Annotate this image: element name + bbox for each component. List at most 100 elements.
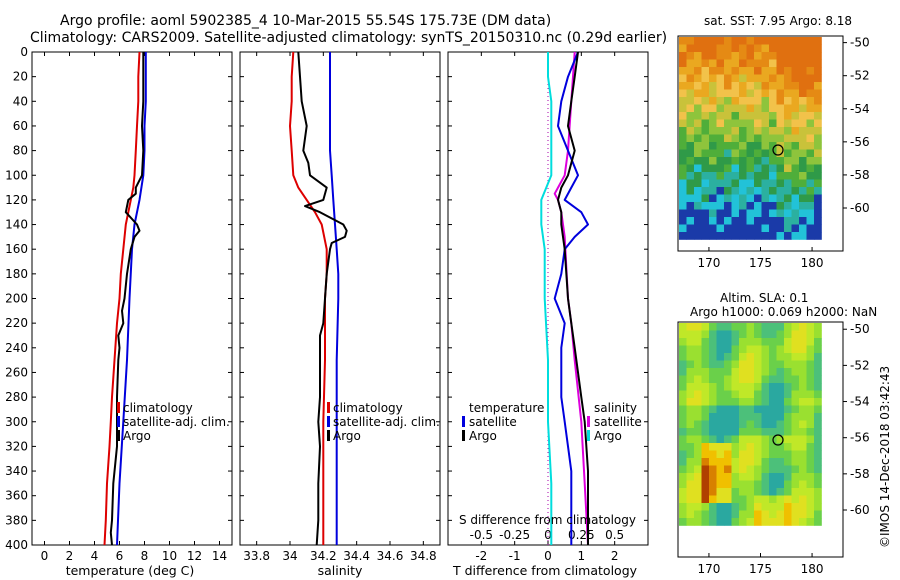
x-tick-label: -1 bbox=[509, 549, 521, 563]
sla-cell bbox=[724, 473, 732, 481]
sla-cell bbox=[739, 345, 747, 354]
sla-cell bbox=[754, 420, 762, 429]
sla-cell bbox=[776, 375, 785, 384]
sst-cell bbox=[739, 134, 747, 143]
sla-cell bbox=[724, 323, 732, 331]
sst-cell bbox=[754, 149, 762, 158]
sst-cell bbox=[679, 179, 687, 188]
sst-cell bbox=[754, 194, 762, 203]
sla-cell bbox=[806, 458, 815, 466]
sst-cell bbox=[739, 67, 747, 75]
sla-cell bbox=[784, 405, 792, 414]
sst-cell bbox=[731, 232, 740, 240]
sst-cell bbox=[799, 67, 807, 75]
sla-cell bbox=[709, 473, 717, 481]
sst-cell bbox=[731, 67, 740, 75]
sla-cell bbox=[806, 510, 815, 519]
sst-cell bbox=[724, 224, 732, 233]
sst-cell bbox=[686, 37, 695, 45]
sla-cell bbox=[746, 353, 755, 361]
sst-cell bbox=[814, 112, 822, 120]
sla-cell bbox=[701, 413, 710, 421]
sst-cell bbox=[806, 89, 815, 98]
sla-cell bbox=[724, 398, 732, 406]
sst-cell bbox=[791, 97, 800, 105]
sla-cell bbox=[709, 503, 717, 511]
sla-cell bbox=[814, 353, 822, 361]
sst-cell bbox=[679, 149, 687, 158]
sla-cell bbox=[754, 390, 762, 399]
sla-cell bbox=[731, 345, 740, 354]
sst-cell bbox=[746, 119, 755, 128]
sst-heatmap bbox=[679, 37, 822, 240]
sst-cell bbox=[799, 119, 807, 128]
sla-cell bbox=[791, 330, 800, 339]
sla-cell bbox=[724, 413, 732, 421]
sla-cell bbox=[791, 338, 800, 346]
sla-cell bbox=[739, 413, 747, 421]
sla-cell bbox=[731, 503, 740, 511]
sst-cell bbox=[679, 59, 687, 68]
sst-cell bbox=[799, 164, 807, 173]
sla-cell bbox=[754, 398, 762, 406]
sla-cell bbox=[776, 398, 785, 406]
sla-cell bbox=[791, 488, 800, 496]
sst-cell bbox=[814, 82, 822, 90]
sla-cell bbox=[776, 338, 785, 346]
sla-cell bbox=[679, 413, 687, 421]
sla-cell bbox=[784, 488, 792, 496]
sla-cell bbox=[791, 420, 800, 429]
sst-cell bbox=[701, 97, 710, 105]
sst-cell bbox=[731, 112, 740, 120]
sst-cell bbox=[761, 232, 770, 240]
sst-cell bbox=[784, 187, 792, 195]
sst-cell bbox=[814, 119, 822, 128]
series-line-t-satellite bbox=[540, 52, 553, 545]
sla-cell bbox=[731, 338, 740, 346]
sla-cell bbox=[701, 345, 710, 354]
sst-cell bbox=[694, 164, 702, 173]
sla-cell bbox=[761, 368, 770, 376]
sst-cell bbox=[806, 52, 815, 60]
sst-cell bbox=[724, 127, 732, 135]
sla-cell bbox=[746, 495, 755, 504]
sla-cell bbox=[761, 383, 770, 391]
sla-cell bbox=[814, 473, 822, 481]
sla-cell bbox=[716, 323, 725, 331]
sst-cell bbox=[709, 224, 717, 233]
sst-cell bbox=[799, 187, 807, 195]
sla-cell bbox=[806, 503, 815, 511]
sst-cell bbox=[754, 224, 762, 233]
sla-cell bbox=[799, 353, 807, 361]
sst-cell bbox=[791, 157, 800, 165]
sla-cell bbox=[806, 420, 815, 429]
sla-cell bbox=[799, 383, 807, 391]
depth-axis-labels: 0 20 40 60 80 100 120 140 160 180 200 220 240 260 280 3… bbox=[5, 45, 28, 552]
sst-cell bbox=[686, 97, 695, 105]
sst-cell bbox=[754, 112, 762, 120]
sla-cell bbox=[724, 495, 732, 504]
sst-cell bbox=[814, 157, 822, 165]
sst-cell bbox=[761, 217, 770, 225]
sla-cell bbox=[791, 353, 800, 361]
depth-tick-label: 60 bbox=[13, 119, 28, 133]
sst-cell bbox=[761, 59, 770, 68]
sla-cell bbox=[814, 383, 822, 391]
sla-cell bbox=[694, 503, 702, 511]
sla-cell bbox=[701, 383, 710, 391]
sla-cell bbox=[791, 473, 800, 481]
sla-cell bbox=[686, 428, 695, 436]
sla-cell bbox=[679, 518, 687, 526]
legend-argo-label: Argo bbox=[123, 429, 151, 443]
sla-cell bbox=[799, 375, 807, 384]
sst-cell bbox=[724, 149, 732, 158]
sst-cell bbox=[709, 164, 717, 173]
legend-s-satellite-swatch bbox=[587, 416, 590, 427]
sla-cell bbox=[799, 488, 807, 496]
sla-cell bbox=[761, 510, 770, 519]
sla-cell bbox=[806, 375, 815, 384]
sst-cell bbox=[709, 37, 717, 45]
sst-cell bbox=[724, 104, 732, 113]
sst-cell bbox=[694, 119, 702, 128]
depth-tick-label: 40 bbox=[13, 94, 28, 108]
